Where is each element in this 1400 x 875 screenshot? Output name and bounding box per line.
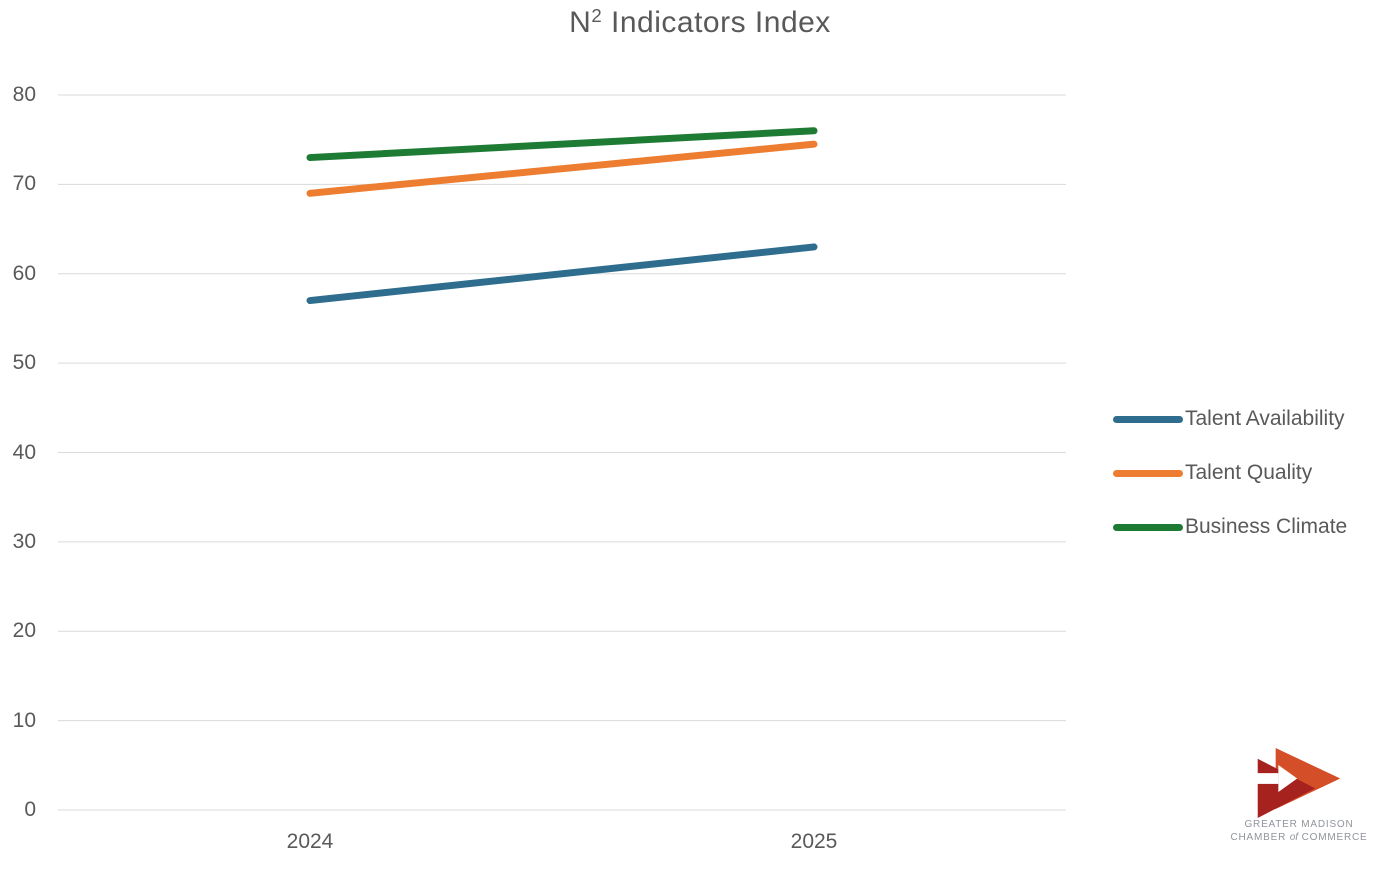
legend-swatch [1113, 415, 1183, 423]
legend-item-business-climate: Business Climate [1113, 514, 1347, 540]
y-tick-label: 30 [12, 529, 36, 553]
y-tick-label: 70 [12, 172, 36, 196]
y-tick-label: 0 [24, 798, 36, 821]
series-line-talent-quality [306, 140, 818, 197]
chart-title-superscript: 2 [591, 5, 603, 26]
y-tick-label: 80 [12, 83, 36, 106]
chart-title: N2 Indicators Index [0, 5, 1400, 40]
chart-title-base: N [569, 6, 592, 39]
series-line-talent-availability [306, 243, 818, 305]
legend-item-talent-availability: Talent Availability [1113, 406, 1347, 432]
legend-swatch [1113, 523, 1183, 531]
legend-label: Business Climate [1185, 515, 1348, 538]
y-tick-label: 40 [12, 440, 36, 464]
x-tick-label: 2025 [790, 830, 838, 853]
logo-text-line2: CHAMBER of COMMERCE [1230, 832, 1368, 843]
logo-text-line1: GREATER MADISON [1244, 819, 1354, 830]
legend-item-talent-quality: Talent Quality [1113, 460, 1347, 486]
chart-title-rest: Indicators Index [602, 6, 831, 39]
legend-label: Talent Quality [1185, 461, 1313, 484]
legend-label: Talent Availability [1185, 407, 1345, 430]
y-tick-label: 10 [12, 708, 36, 732]
y-tick-label: 60 [12, 261, 36, 285]
chart-legend: Talent Availability Talent Quality Busines… [1113, 406, 1347, 568]
logo-arrows-icon [1254, 748, 1341, 818]
x-tick-label: 2024 [286, 830, 334, 853]
y-tick-label: 20 [12, 619, 36, 643]
y-tick-label: 50 [12, 351, 36, 375]
series-line-business-climate [306, 127, 818, 162]
legend-swatch [1113, 469, 1183, 477]
gmcc-logo: GREATER MADISON CHAMBER of COMMERCE [1220, 748, 1378, 844]
